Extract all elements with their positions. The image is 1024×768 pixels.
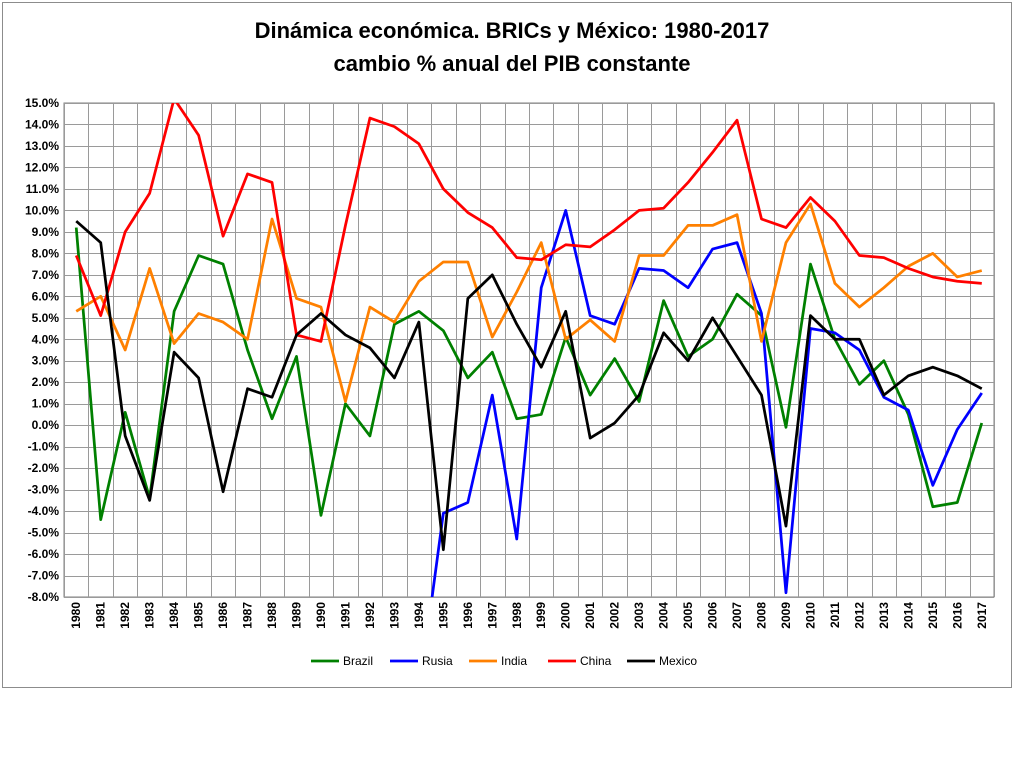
y-tick-label: 10.0%: [25, 203, 59, 217]
y-tick-label: -7.0%: [28, 569, 60, 583]
legend-label: Rusia: [422, 654, 453, 668]
y-tick-label: -4.0%: [28, 504, 60, 518]
y-tick-label: 6.0%: [32, 289, 60, 303]
y-tick-label: 5.0%: [32, 311, 60, 325]
x-axis-ticks: 1980 1981 1982 1983 1984 1985 1986 1987 1988 1989…: [69, 602, 989, 629]
x-tick-label: 2004: [657, 602, 671, 629]
y-tick-label: 4.0%: [32, 332, 60, 346]
x-tick-label: 1981: [94, 602, 108, 629]
x-tick-label: 2002: [608, 602, 622, 629]
x-tick-label: 1989: [290, 602, 304, 629]
x-tick-label: 2009: [779, 602, 793, 629]
x-tick-label: 2005: [681, 602, 695, 629]
x-tick-label: 2010: [803, 602, 817, 629]
y-tick-label: 8.0%: [32, 246, 60, 260]
x-tick-label: 2013: [877, 602, 891, 629]
y-tick-label: -6.0%: [28, 547, 60, 561]
x-tick-label: 2017: [975, 602, 989, 629]
y-tick-label: 1.0%: [32, 397, 60, 411]
x-tick-label: 1994: [412, 602, 426, 629]
x-tick-label: 1988: [265, 602, 279, 629]
x-tick-label: 2016: [950, 602, 964, 629]
y-tick-label: -8.0%: [28, 590, 60, 604]
y-tick-label: 12.0%: [25, 160, 59, 174]
x-tick-label: 1991: [338, 602, 352, 629]
x-tick-label: 1982: [118, 602, 132, 629]
y-axis-ticks: 15.0% 14.0% 13.0% 12.0% 11.0% 10.0% 9.0% 8.0% 7.…: [25, 96, 59, 604]
x-tick-label: 2000: [559, 602, 573, 629]
legend: Brazil Rusia India China Mexico: [311, 654, 697, 668]
y-tick-label: 7.0%: [32, 268, 60, 282]
x-tick-label: 2014: [901, 602, 915, 629]
x-tick-label: 1983: [143, 602, 157, 629]
series-line-mexico: [75, 220, 983, 552]
y-tick-label: -5.0%: [28, 526, 60, 540]
x-tick-label: 1985: [192, 602, 206, 629]
y-tick-label: 2.0%: [32, 375, 60, 389]
x-tick-label: 2011: [828, 602, 842, 628]
y-tick-label: -3.0%: [28, 483, 60, 497]
y-tick-label: 11.0%: [26, 182, 60, 196]
x-tick-label: 1997: [485, 602, 499, 629]
chart-title: Dinámica económica. BRICs y México: 1980…: [254, 18, 770, 43]
x-tick-label: 2008: [755, 602, 769, 629]
x-tick-label: 1995: [436, 602, 450, 629]
legend-item-brazil: Brazil: [311, 654, 373, 668]
legend-item-china: China: [548, 654, 612, 668]
x-tick-label: 2012: [852, 602, 866, 629]
y-tick-label: 15.0%: [25, 96, 59, 110]
x-tick-label: 1990: [314, 602, 328, 629]
y-tick-label: 14.0%: [25, 117, 59, 131]
x-tick-label: 1984: [167, 602, 181, 629]
x-tick-label: 1996: [461, 602, 475, 629]
series-line-india: [75, 202, 983, 403]
y-tick-label: 0.0%: [32, 418, 60, 432]
legend-item-india: India: [469, 654, 527, 668]
x-tick-label: 1986: [216, 602, 230, 629]
chart-title-block: Dinámica económica. BRICs y México: 1980…: [0, 14, 1024, 80]
x-tick-label: 1980: [69, 602, 83, 629]
legend-label: India: [501, 654, 527, 668]
legend-label: China: [580, 654, 612, 668]
series-line-china: [74, 103, 982, 343]
chart-subtitle: cambio % anual del PIB constante: [333, 51, 691, 76]
series-lines: [74, 103, 984, 597]
y-tick-label: -1.0%: [28, 440, 60, 454]
series-line-rusia: [430, 209, 983, 597]
legend-item-mexico: Mexico: [627, 654, 697, 668]
legend-item-rusia: Rusia: [390, 654, 453, 668]
y-tick-label: 9.0%: [32, 225, 60, 239]
x-tick-label: 2003: [632, 602, 646, 629]
x-tick-label: 1987: [241, 602, 255, 629]
x-tick-label: 1993: [387, 602, 401, 629]
x-tick-label: 2015: [926, 602, 940, 629]
y-tick-label: 3.0%: [32, 354, 60, 368]
gridlines: [63, 102, 995, 598]
y-tick-label: 13.0%: [25, 139, 59, 153]
x-tick-label: 1992: [363, 602, 377, 629]
x-tick-label: 1998: [510, 602, 524, 629]
x-tick-label: 2006: [706, 602, 720, 629]
x-tick-label: 1999: [534, 602, 548, 629]
x-tick-label: 2001: [583, 602, 597, 629]
y-tick-label: -2.0%: [28, 461, 60, 475]
legend-label: Mexico: [659, 654, 697, 668]
x-tick-label: 2007: [730, 602, 744, 629]
legend-label: Brazil: [343, 654, 373, 668]
